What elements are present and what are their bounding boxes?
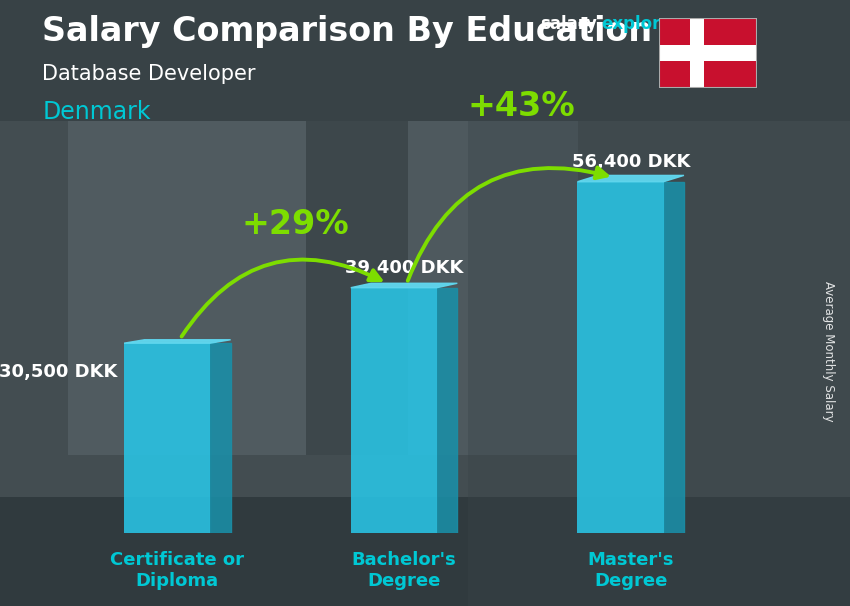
Text: 30,500 DKK: 30,500 DKK xyxy=(0,362,117,381)
Text: Denmark: Denmark xyxy=(42,100,151,124)
Text: Database Developer: Database Developer xyxy=(42,64,256,84)
Bar xyxy=(124,343,210,533)
Text: +29%: +29% xyxy=(241,208,348,241)
Bar xyxy=(68,121,306,454)
Text: +43%: +43% xyxy=(468,90,575,123)
Text: salary: salary xyxy=(540,15,597,33)
Bar xyxy=(690,18,704,88)
Bar xyxy=(0,497,850,606)
Polygon shape xyxy=(577,175,684,182)
Text: Master's
Degree: Master's Degree xyxy=(587,551,674,590)
Text: Average Monthly Salary: Average Monthly Salary xyxy=(822,281,836,422)
Text: 56,400 DKK: 56,400 DKK xyxy=(571,153,690,171)
Bar xyxy=(351,288,437,533)
Text: explorer.com: explorer.com xyxy=(601,15,722,33)
Polygon shape xyxy=(124,340,230,343)
Bar xyxy=(577,182,664,533)
Text: Certificate or
Diploma: Certificate or Diploma xyxy=(110,551,244,590)
Text: Salary Comparison By Education: Salary Comparison By Education xyxy=(42,15,653,48)
Bar xyxy=(659,45,756,61)
Bar xyxy=(468,0,850,606)
Polygon shape xyxy=(437,288,457,533)
Polygon shape xyxy=(664,182,684,533)
Text: 39,400 DKK: 39,400 DKK xyxy=(345,259,463,277)
Bar xyxy=(408,121,578,454)
Polygon shape xyxy=(210,343,230,533)
Bar xyxy=(306,121,408,454)
Bar xyxy=(0,0,850,121)
Text: Bachelor's
Degree: Bachelor's Degree xyxy=(352,551,456,590)
Polygon shape xyxy=(351,283,457,288)
